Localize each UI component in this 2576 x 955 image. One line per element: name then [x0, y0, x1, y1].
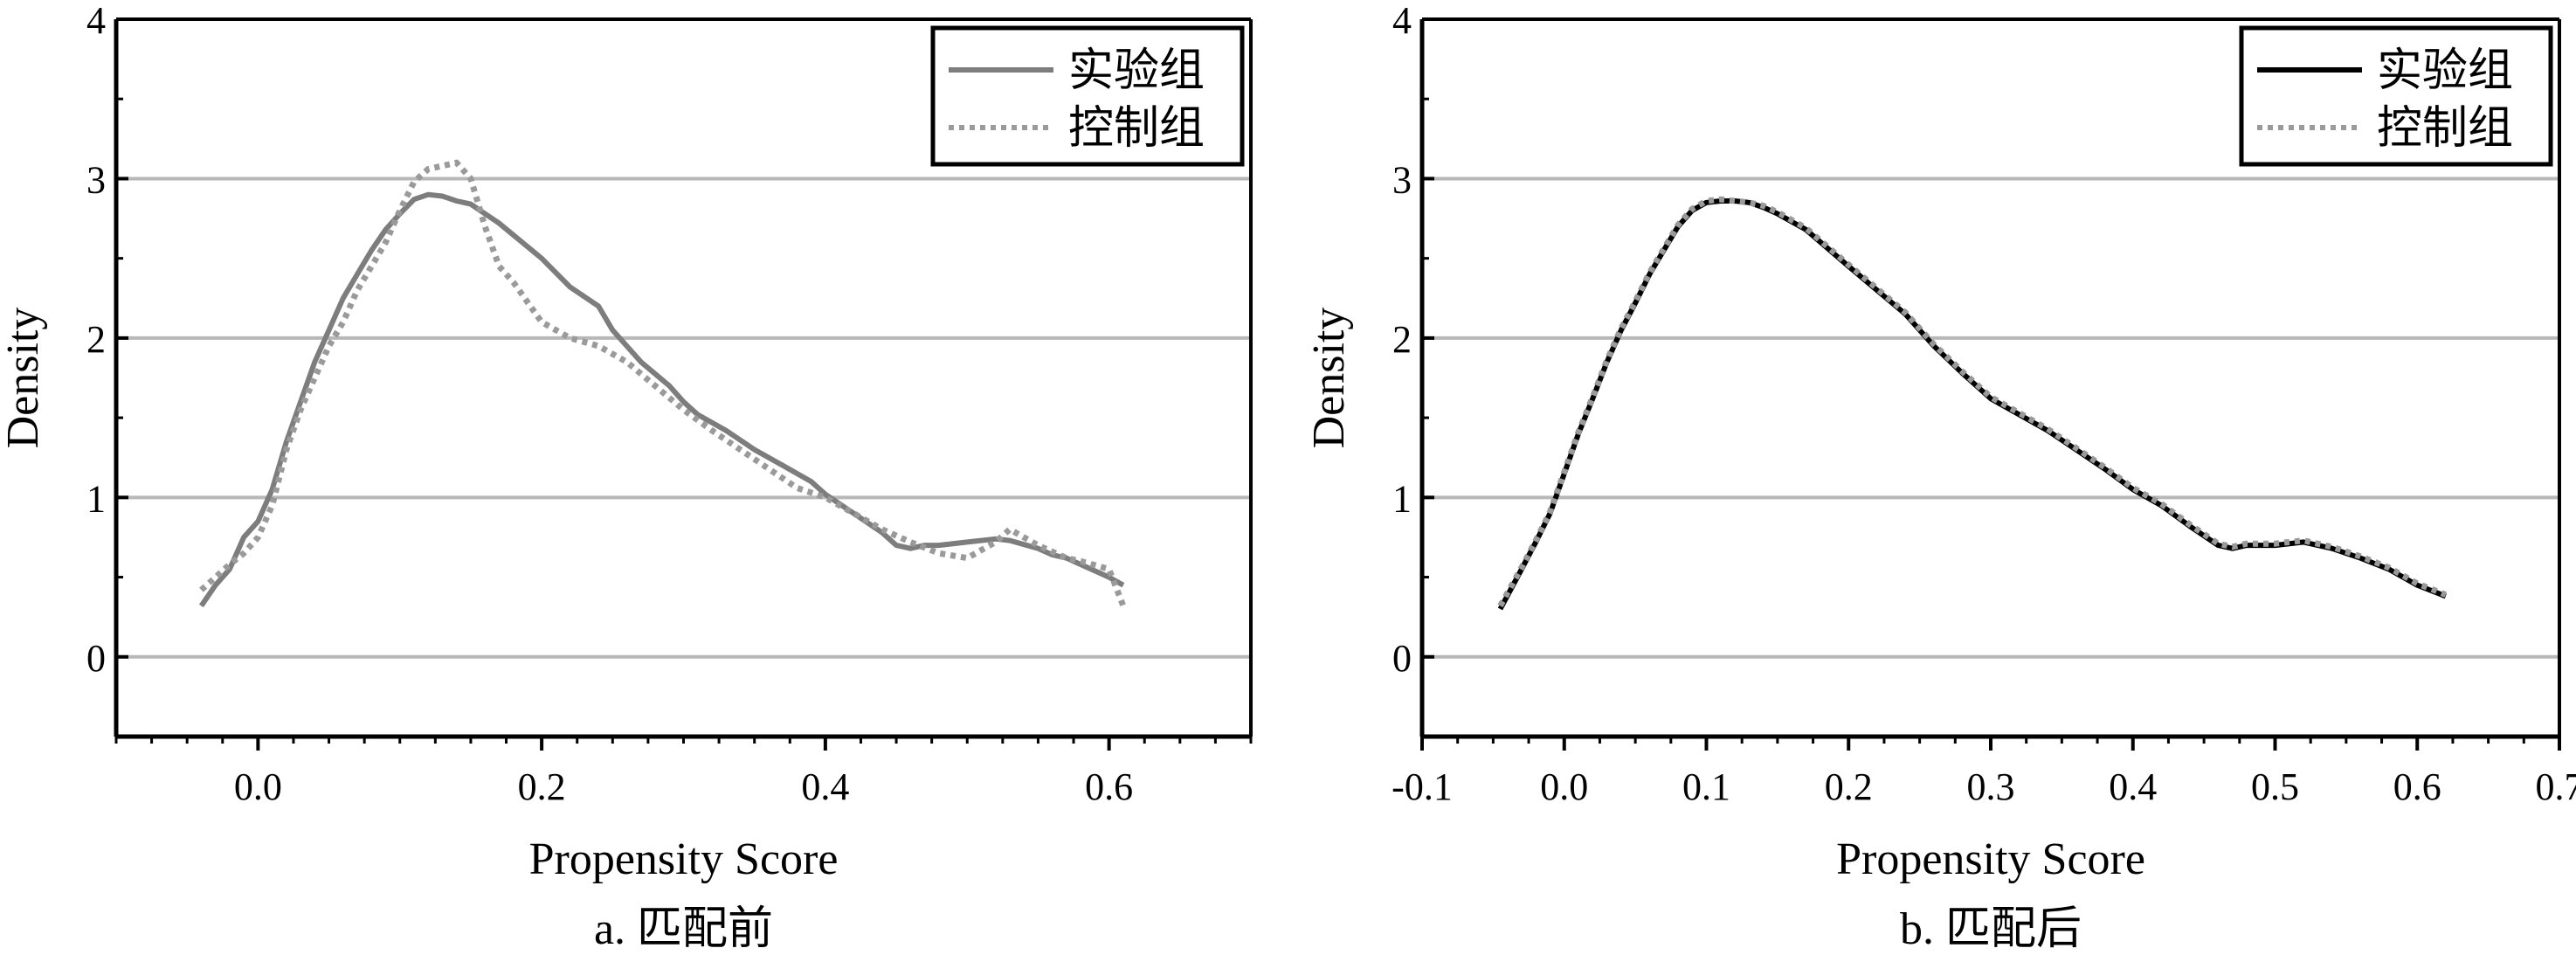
x-axis-title: Propensity Score: [1836, 834, 2145, 884]
y-tick-label: 1: [1392, 477, 1412, 520]
y-axis-title: Density: [1304, 308, 1354, 449]
y-tick-label: 3: [86, 158, 106, 201]
legend-label: 控制组: [2377, 104, 2513, 154]
panel-a: 0 1 2 3 4 0.0 0.2 0.4 0.6 Propensity Score Density…: [0, 0, 1253, 954]
x-tick-label: 0.3: [1967, 765, 2015, 808]
legend-box: [930, 25, 1245, 167]
y-tick-label: 4: [86, 0, 106, 42]
y-tick-label: 2: [1392, 318, 1412, 361]
x-tick-label: 0.5: [2251, 765, 2299, 808]
panel-b: 0 1 2 3 4 -0.1 0.0 0.1 0.2 0.3 0.4 0.5 0.6 0.7 Propens…: [1304, 0, 2576, 954]
x-tick-label: 0.6: [1085, 765, 1133, 808]
y-tick-label: 1: [86, 477, 106, 520]
x-tick-label: 0.7: [2536, 765, 2576, 808]
legend-label: 控制组: [1068, 104, 1205, 154]
y-tick-label: 0: [1392, 637, 1412, 680]
panel-caption: a. 匹配前: [594, 904, 773, 954]
legend-label: 实验组: [1068, 46, 1205, 96]
y-tick-label: 4: [1392, 0, 1412, 42]
series-line-control: [199, 159, 1127, 607]
series-line-treatment: [1497, 198, 2447, 611]
x-axis-title: Propensity Score: [529, 834, 839, 884]
y-axis-title: Density: [0, 308, 48, 449]
x-tick-label: 0.2: [518, 765, 566, 808]
series-line-control: [1497, 196, 2448, 608]
panel-caption: b. 匹配后: [1900, 904, 2082, 954]
legend-label: 实验组: [2377, 46, 2513, 96]
y-tick-label: 3: [1392, 158, 1412, 201]
x-tick-label: -0.1: [1392, 765, 1453, 808]
x-tick-label: 0.0: [1540, 765, 1588, 808]
y-tick-label: 0: [86, 637, 106, 680]
x-tick-label: 0.4: [801, 765, 849, 808]
legend-box: [2239, 25, 2553, 167]
series-line-treatment: [198, 191, 1125, 608]
x-tick-label: 0.2: [1825, 765, 1873, 808]
x-tick-label: 0.0: [234, 765, 282, 808]
x-tick-label: 0.4: [2109, 765, 2157, 808]
y-tick-label: 2: [86, 318, 106, 361]
x-tick-label: 0.6: [2393, 765, 2441, 808]
x-tick-label: 0.1: [1682, 765, 1730, 808]
